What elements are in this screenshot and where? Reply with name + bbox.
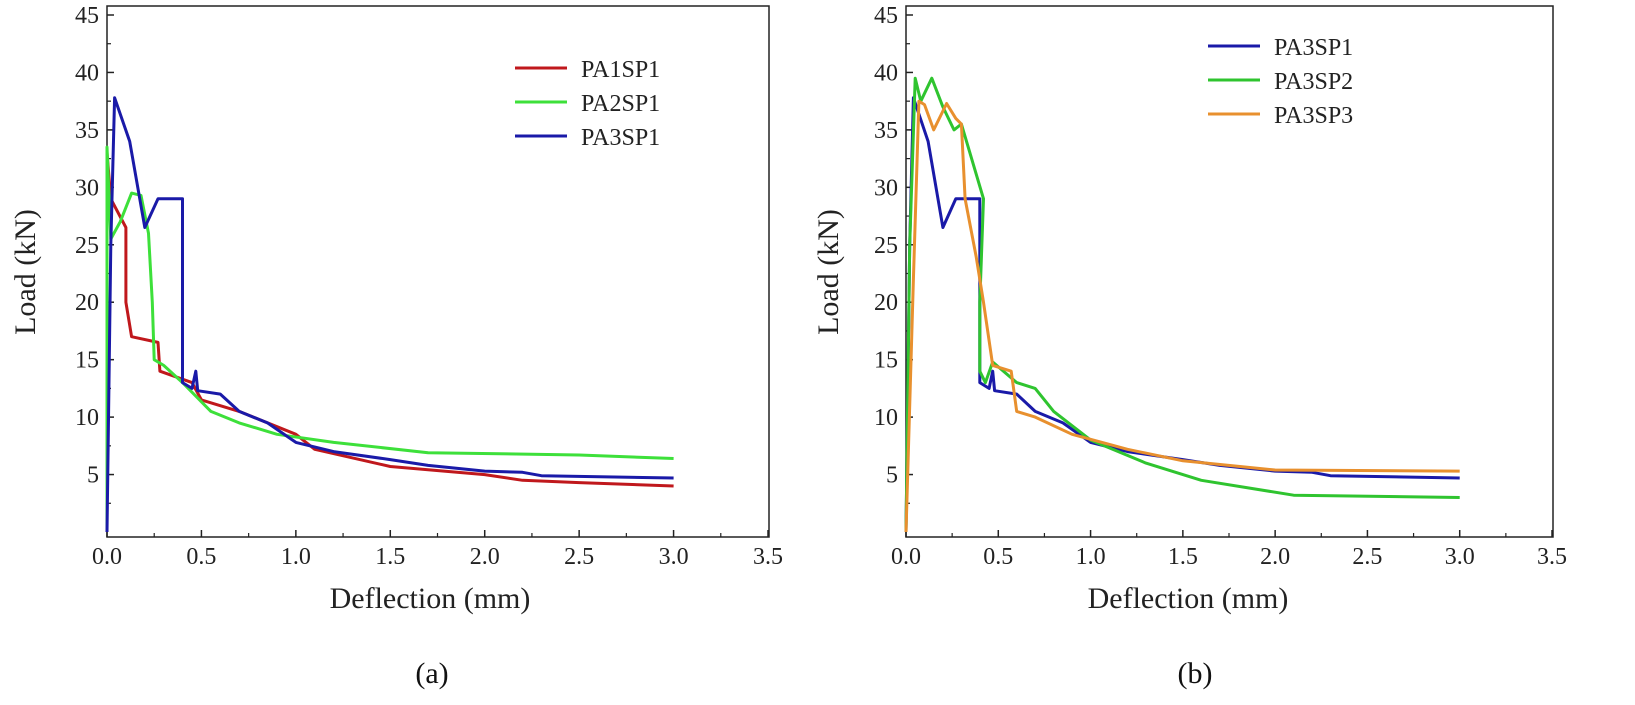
y-tick-label: 25 [874, 233, 898, 259]
series-line-pa3sp3 [904, 99, 1460, 533]
x-tick-label: 0.0 [92, 544, 122, 570]
y-axis-title: Load (kN) [9, 209, 42, 335]
series-line-pa2sp1 [105, 145, 674, 532]
x-tick-label: 1.0 [281, 544, 311, 570]
x-tick-label: 1.5 [375, 544, 405, 570]
y-tick-label: 20 [874, 290, 898, 316]
x-tick-label: 0.5 [983, 544, 1013, 570]
x-tick-label: 2.0 [1260, 544, 1290, 570]
chart-panel-a: 0.0 0.5 1.0 1.5 2.0 2.5 3.0 3.5 5 10 15 20 25 30 35 40 4… [9, 3, 783, 690]
x-tick-label: 1.5 [1168, 544, 1198, 570]
panel-caption: (a) [415, 657, 448, 690]
series-line-pa3sp2 [904, 76, 1460, 533]
y-tick-label: 35 [75, 118, 99, 144]
y-tick-label: 25 [75, 233, 99, 259]
y-tick-label: 45 [874, 3, 898, 29]
legend-label: PA1SP1 [581, 57, 660, 83]
y-tick-label: 20 [75, 290, 99, 316]
x-axis-title: Deflection (mm) [330, 582, 531, 615]
chart-panel-b: 0.0 0.5 1.0 1.5 2.0 2.5 3.0 3.5 5 10 15 20 25 30 35 40 4… [812, 3, 1567, 690]
y-axis-title: Load (kN) [812, 209, 845, 335]
y-tick-label: 5 [886, 463, 898, 489]
plot-frame [905, 5, 1554, 538]
y-tick-label: 45 [75, 3, 99, 29]
legend-label: PA3SP1 [581, 125, 660, 151]
x-tick-label: 0.5 [186, 544, 216, 570]
y-tick-label: 40 [874, 60, 898, 86]
y-tick-label: 15 [874, 348, 898, 374]
x-tick-label: 2.5 [564, 544, 594, 570]
legend-label: PA3SP3 [1274, 103, 1353, 129]
legend-label: PA3SP1 [1274, 35, 1353, 61]
x-tick-label: 1.0 [1076, 544, 1106, 570]
y-tick-label: 30 [75, 175, 99, 201]
x-tick-label: 2.5 [1352, 544, 1382, 570]
y-tick-label: 10 [874, 405, 898, 431]
y-tick-label: 15 [75, 348, 99, 374]
legend-label: PA3SP2 [1274, 69, 1353, 95]
y-tick-label: 35 [874, 118, 898, 144]
y-tick-label: 40 [75, 60, 99, 86]
panel-caption: (b) [1178, 657, 1213, 690]
x-tick-label: 3.0 [1445, 544, 1475, 570]
x-tick-label: 3.5 [1537, 544, 1567, 570]
x-tick-label: 3.0 [659, 544, 689, 570]
x-tick-label: 2.0 [470, 544, 500, 570]
legend-label: PA2SP1 [581, 91, 660, 117]
y-tick-label: 5 [87, 463, 99, 489]
series-line-pa3sp1 [105, 96, 674, 533]
y-tick-label: 10 [75, 405, 99, 431]
x-tick-label: 3.5 [753, 544, 783, 570]
y-tick-label: 30 [874, 175, 898, 201]
x-axis-title: Deflection (mm) [1088, 582, 1289, 615]
series-line-pa3sp1 [904, 96, 1460, 533]
x-tick-label: 0.0 [891, 544, 921, 570]
